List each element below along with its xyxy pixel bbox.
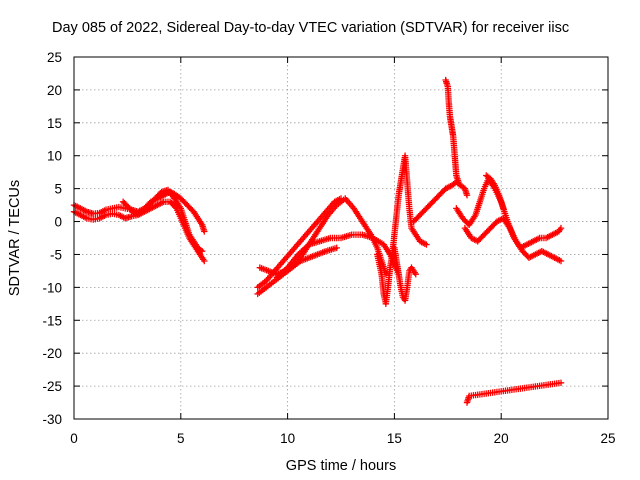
x-tick-label-0: 0 xyxy=(70,431,78,446)
tick-labels: 0 5 10 15 20 25 25 20 15 10 5 0 -5 -10 -15 -20 -25 -30 xyxy=(42,50,615,446)
data-point xyxy=(500,205,507,212)
y-tick-label-8: -15 xyxy=(42,313,62,328)
data-point xyxy=(557,224,565,232)
data-point xyxy=(412,271,419,278)
data-marker xyxy=(197,246,204,254)
x-tick-label-5: 25 xyxy=(600,431,615,446)
x-tick-label-2: 10 xyxy=(280,431,295,446)
data-points xyxy=(70,76,565,406)
data-point xyxy=(423,241,430,248)
y-tick-label-10: -25 xyxy=(42,379,62,394)
x-tick-label-3: 15 xyxy=(387,431,402,446)
data-point xyxy=(557,379,565,386)
data-point xyxy=(455,178,462,186)
y-tick-label-3: 10 xyxy=(47,149,62,164)
x-tick-label-1: 5 xyxy=(177,431,185,446)
data-point xyxy=(333,244,340,252)
data-point xyxy=(463,192,471,199)
data-point xyxy=(201,257,208,265)
y-axis-label: SDTVAR / TECUs xyxy=(7,180,23,296)
y-tick-label-4: 5 xyxy=(54,182,62,197)
y-tick-label-5: 0 xyxy=(54,215,62,230)
chart-title: Day 085 of 2022, Sidereal Day-to-day VTE… xyxy=(52,20,569,36)
y-tick-label-9: -20 xyxy=(42,346,62,361)
y-tick-label-2: 15 xyxy=(47,116,62,131)
y-tick-label-6: -5 xyxy=(50,247,62,262)
plot-frame xyxy=(73,56,609,420)
y-tick-label-11: -30 xyxy=(42,412,62,427)
y-tick-label-0: 25 xyxy=(47,50,62,65)
x-axis-label: GPS time / hours xyxy=(286,458,396,474)
grid xyxy=(74,57,608,419)
data-point xyxy=(557,257,565,265)
x-tick-label-4: 20 xyxy=(494,431,509,446)
y-tick-label-1: 20 xyxy=(47,83,62,98)
data-point xyxy=(198,247,206,255)
data-point xyxy=(201,228,208,235)
y-tick-label-7: -10 xyxy=(42,280,62,295)
